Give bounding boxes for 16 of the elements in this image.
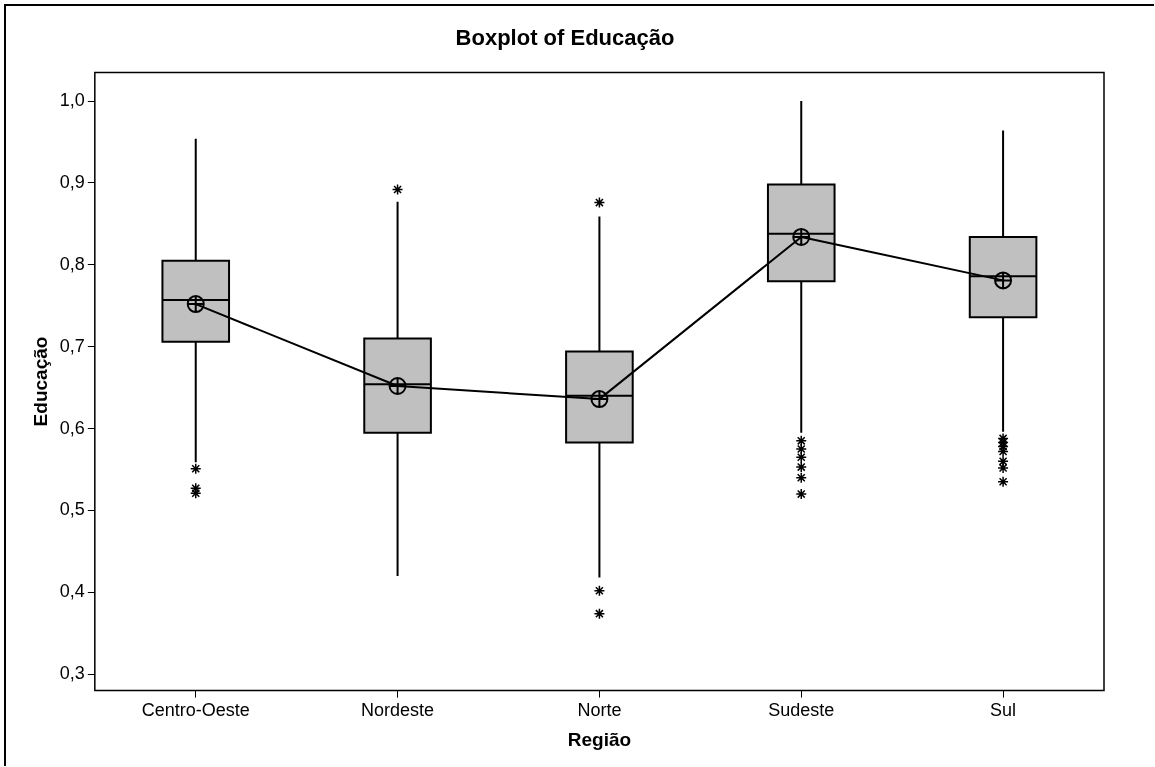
y-axis-title: Educação xyxy=(29,336,51,427)
x-tick-label: Sudeste xyxy=(768,700,835,721)
y-tick-label: 1,0 xyxy=(59,90,85,111)
y-tick-label: 0,3 xyxy=(59,663,85,684)
y-tick-label: 0,4 xyxy=(59,581,85,602)
y-tick-label: 0,5 xyxy=(59,499,85,520)
x-axis-title: Região xyxy=(567,728,632,750)
x-tick-label: Centro-Oeste xyxy=(141,700,250,721)
y-tick-label: 0,7 xyxy=(59,335,85,356)
chart-title: Boxplot of Educação xyxy=(455,25,675,51)
y-tick-label: 0,6 xyxy=(59,417,85,438)
y-tick-label: 0,8 xyxy=(59,253,85,274)
x-tick-label: Sul xyxy=(990,700,1017,721)
x-tick-label: Nordeste xyxy=(361,700,435,721)
x-tick-label: Norte xyxy=(577,700,622,721)
y-tick-label: 0,9 xyxy=(59,171,85,192)
